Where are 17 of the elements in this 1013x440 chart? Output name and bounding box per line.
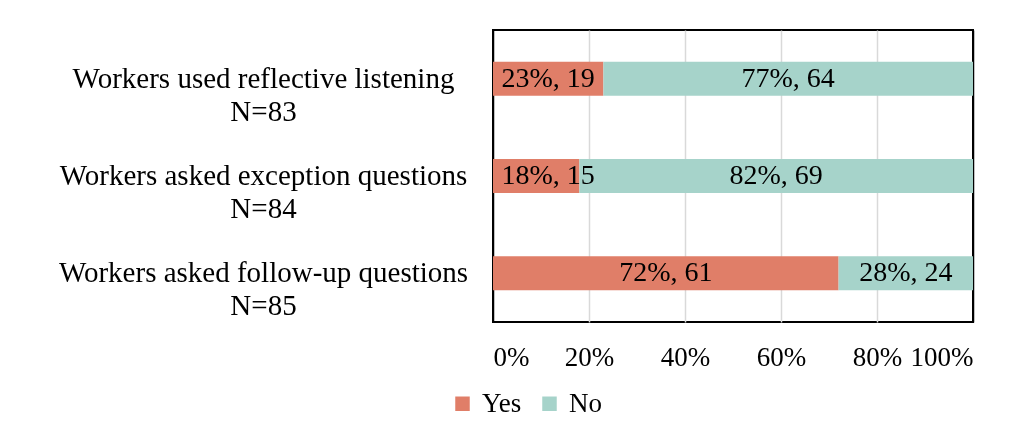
data-label: 77%, 64 <box>741 61 835 93</box>
data-label: 28%, 24 <box>859 256 953 288</box>
x-tick-label: 100% <box>910 341 974 372</box>
x-tick-label: 0% <box>493 341 530 372</box>
data-label: 82%, 69 <box>729 159 823 190</box>
x-tick-label: 20% <box>564 341 615 372</box>
y-tick-label: Workers used reflective listening N=83 <box>72 61 455 127</box>
y-tick-label: Workers asked follow-up questions N=85 <box>58 256 469 322</box>
legend-label: No <box>569 387 602 418</box>
x-tick-label: 60% <box>756 341 807 372</box>
x-tick-label: 40% <box>660 341 711 372</box>
legend-label: Yes <box>482 387 522 418</box>
data-label: 72%, 61 <box>619 256 713 288</box>
y-tick-label: Workers asked exception questions N=84 <box>59 159 468 224</box>
data-label: 18%, 15 <box>501 159 595 190</box>
data-label: 23%, 19 <box>501 61 595 93</box>
x-tick-label: 80% <box>852 341 903 372</box>
